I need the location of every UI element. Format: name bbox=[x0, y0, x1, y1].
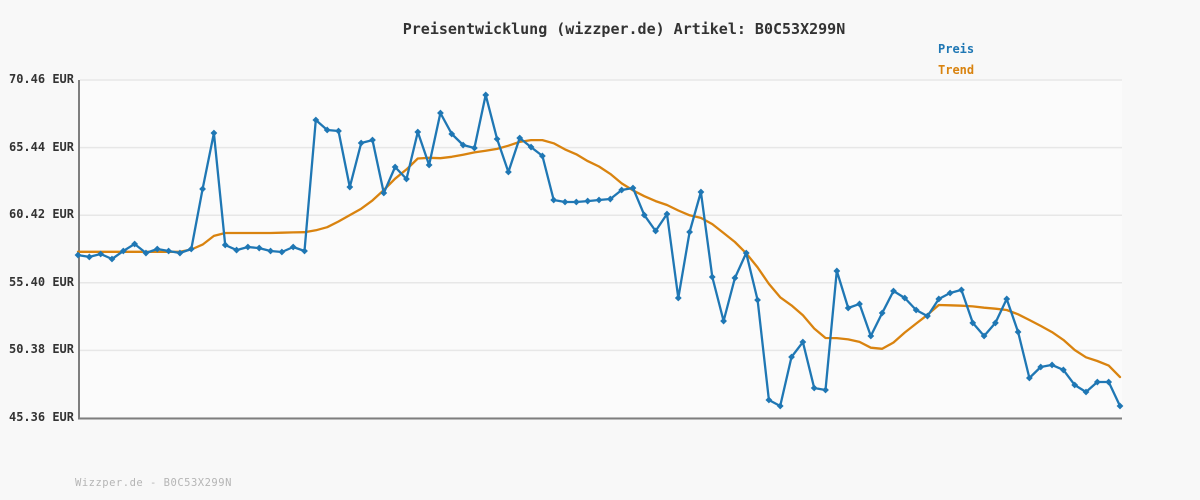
chart-title: Preisentwicklung (wizzper.de) Artikel: B… bbox=[402, 20, 846, 38]
y-axis-tick-label: 60.42 EUR bbox=[8, 207, 74, 222]
y-axis-tick-label: 65.44 EUR bbox=[8, 139, 74, 154]
y-axis-tick-label: 55.40 EUR bbox=[8, 274, 74, 289]
plot-area bbox=[80, 80, 1122, 418]
legend: Preis Trend bbox=[938, 39, 974, 81]
y-axis-tick-label: 50.38 EUR bbox=[8, 342, 74, 357]
legend-item-preis: Preis bbox=[938, 42, 975, 56]
legend-item-trend: Trend bbox=[938, 63, 975, 77]
y-axis-tick-label: 70.46 EUR bbox=[8, 72, 74, 86]
series-line-trend bbox=[76, 138, 1122, 379]
y-axis-tick-label: 45.36 EUR bbox=[8, 410, 74, 424]
footer-watermark: Wizzper.de - B0C53X299N bbox=[75, 477, 232, 489]
